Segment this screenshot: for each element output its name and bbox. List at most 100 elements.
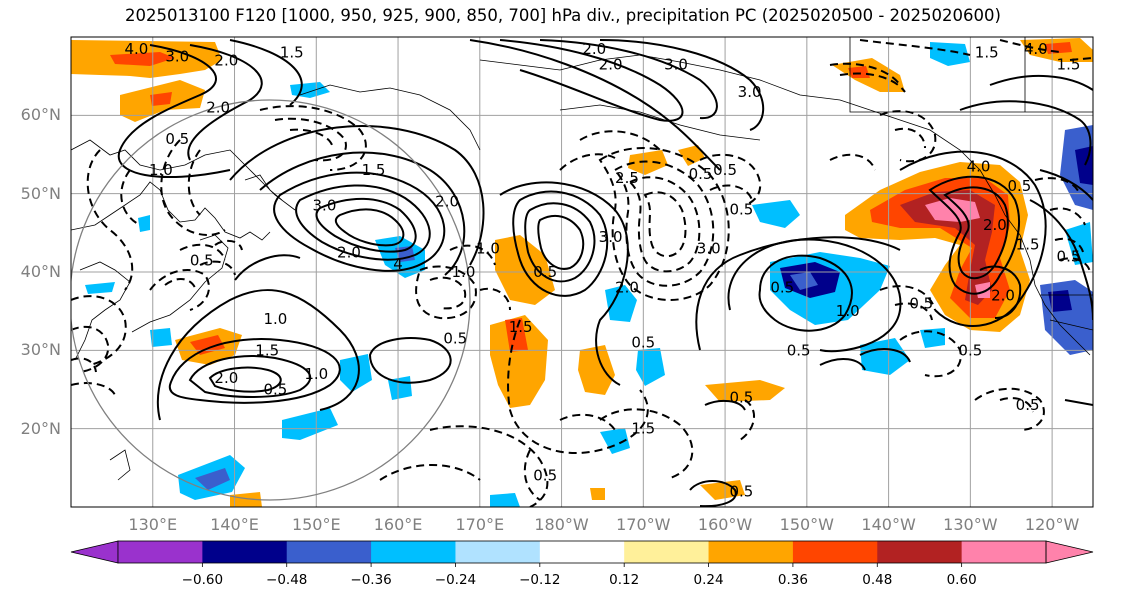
latitude-label: 30°N — [20, 340, 61, 360]
contour-label: 2.0 — [615, 279, 639, 297]
colorbar-label: −0.48 — [266, 572, 308, 588]
contour-label: 2.5 — [615, 169, 639, 187]
longitude-label: 130°W — [943, 515, 998, 534]
contour-label: 1.0 — [476, 240, 500, 258]
precipitation-shading — [71, 38, 1093, 507]
colorbar-swatch — [202, 541, 288, 563]
colorbar-swatch — [877, 541, 963, 563]
longitude-label: 160°E — [373, 515, 423, 534]
contour-label: 1.0 — [263, 310, 287, 328]
contour-label: 0.5 — [165, 130, 189, 148]
contour-label: 0.5 — [1016, 396, 1040, 414]
colorbar-label: −0.36 — [350, 572, 392, 588]
contour-label: 4.0 — [967, 157, 991, 175]
contour-label: 1.5 — [1016, 236, 1040, 254]
contour-label: 1.5 — [631, 420, 655, 438]
contour-label: 2.0 — [206, 99, 230, 117]
contour-label: 4.0 — [124, 40, 148, 58]
contour-label: 2.0 — [337, 243, 361, 261]
colorbar-label: −0.24 — [434, 572, 477, 588]
contour-label: 2.0 — [435, 193, 459, 211]
contour-label: 3.0 — [599, 228, 623, 246]
longitude-label: 140°E — [210, 515, 259, 534]
colorbar — [70, 540, 1094, 567]
contour-label: 1.5 — [362, 161, 386, 179]
colorbar-extend-high — [1045, 540, 1094, 564]
radius-circle — [71, 99, 471, 501]
divergence-contours — [117, 39, 1093, 507]
contour-label: 2.0 — [983, 216, 1007, 234]
contour-label: 1.0 — [452, 263, 476, 281]
contour-label: 0.5 — [730, 200, 754, 218]
divergence-contours-negative — [71, 39, 1093, 507]
map-frame — [70, 36, 1094, 508]
colorbar-label: −0.12 — [519, 572, 561, 588]
contour-label: 0.5 — [730, 388, 754, 406]
longitude-label: 180°W — [534, 515, 589, 534]
contour-label: 2.0 — [214, 369, 238, 387]
contour-label: 1.5 — [975, 44, 999, 62]
contour-label: 1.5 — [1057, 55, 1081, 73]
colorbar-label: −0.60 — [181, 572, 224, 588]
latitude-label: 40°N — [20, 262, 61, 281]
contour-label: 3.0 — [738, 83, 762, 101]
contour-label: 0.5 — [1057, 247, 1081, 265]
colorbar-swatch — [708, 541, 794, 563]
contour-label: 4 — [393, 255, 403, 273]
contour-label: 3.0 — [165, 48, 189, 66]
contour-label: 2.0 — [582, 40, 606, 58]
coastlines — [71, 37, 1093, 481]
map-plot-area: 4.0 3.0 2.0 1.52.00.51.0 1.53.0 2.02.040.51.0… — [71, 37, 1093, 507]
latitude-label: 20°N — [20, 418, 61, 438]
colorbar-swatch — [118, 541, 203, 563]
contour-label: 0.5 — [770, 279, 794, 297]
contour-label: 2.0 — [599, 55, 623, 73]
colorbar-label: 0.36 — [777, 572, 808, 588]
colorbar-swatch — [792, 541, 878, 563]
contour-label: 3.0 — [313, 196, 337, 214]
colorbar-swatch — [539, 541, 625, 563]
colorbar-label: 0.60 — [946, 572, 977, 588]
contour-label: 4.0 — [1024, 40, 1048, 58]
longitude-label: 120°W — [1024, 515, 1080, 534]
contour-label: 0.5 — [1007, 177, 1031, 195]
longitude-label: 130°E — [128, 515, 178, 534]
colorbar-frame — [117, 540, 1047, 564]
contour-label: 1.0 — [149, 161, 173, 179]
longitude-label: 150°E — [291, 515, 341, 534]
contour-label: 0.5 — [909, 294, 933, 312]
contour-label: 0.5 — [730, 482, 754, 500]
longitude-label: 150°W — [779, 515, 834, 534]
contour-label: 0.5 — [631, 334, 655, 352]
contour-label: 1.5 — [255, 341, 279, 359]
contour-label: 3.0 — [697, 240, 721, 258]
contour-label: 1.5 — [280, 44, 304, 62]
colorbar-label: 0.12 — [609, 572, 640, 588]
contour-label: 0.5 — [443, 330, 467, 348]
graticule — [71, 37, 1093, 507]
contour-label: 0.5 — [533, 263, 557, 281]
colorbar-swatch — [371, 541, 456, 563]
colorbar-swatch — [624, 541, 710, 563]
colorbar-label: 0.24 — [693, 572, 724, 588]
longitude-label: 160°W — [697, 515, 753, 534]
contour-label: 0.5 — [263, 381, 287, 399]
colorbar-extend-low — [70, 540, 119, 564]
colorbar-swatch — [286, 541, 372, 563]
contour-label: 1.0 — [304, 365, 328, 383]
contour-label: 0.5 — [533, 467, 557, 485]
contour-label: 2.0 — [991, 287, 1015, 305]
latitude-label: 60°N — [20, 105, 61, 125]
longitude-label: 170°E — [455, 515, 505, 534]
contour-labels: 4.0 3.0 2.0 1.52.00.51.0 1.53.0 2.02.040.51.0… — [124, 40, 1081, 501]
contour-label: 1.5 — [509, 318, 533, 336]
contour-label: 3.0 — [664, 55, 688, 73]
latitude-label: 50°N — [20, 183, 61, 203]
colorbar-label: 0.48 — [862, 572, 893, 588]
map-title: 2025013100 F120 [1000, 950, 925, 900, 85… — [125, 6, 1001, 25]
contour-label: 0.5 — [713, 161, 737, 179]
contour-label: 1.0 — [836, 302, 860, 320]
longitude-label: 140°W — [861, 515, 916, 534]
contour-label: 2.0 — [214, 52, 238, 70]
